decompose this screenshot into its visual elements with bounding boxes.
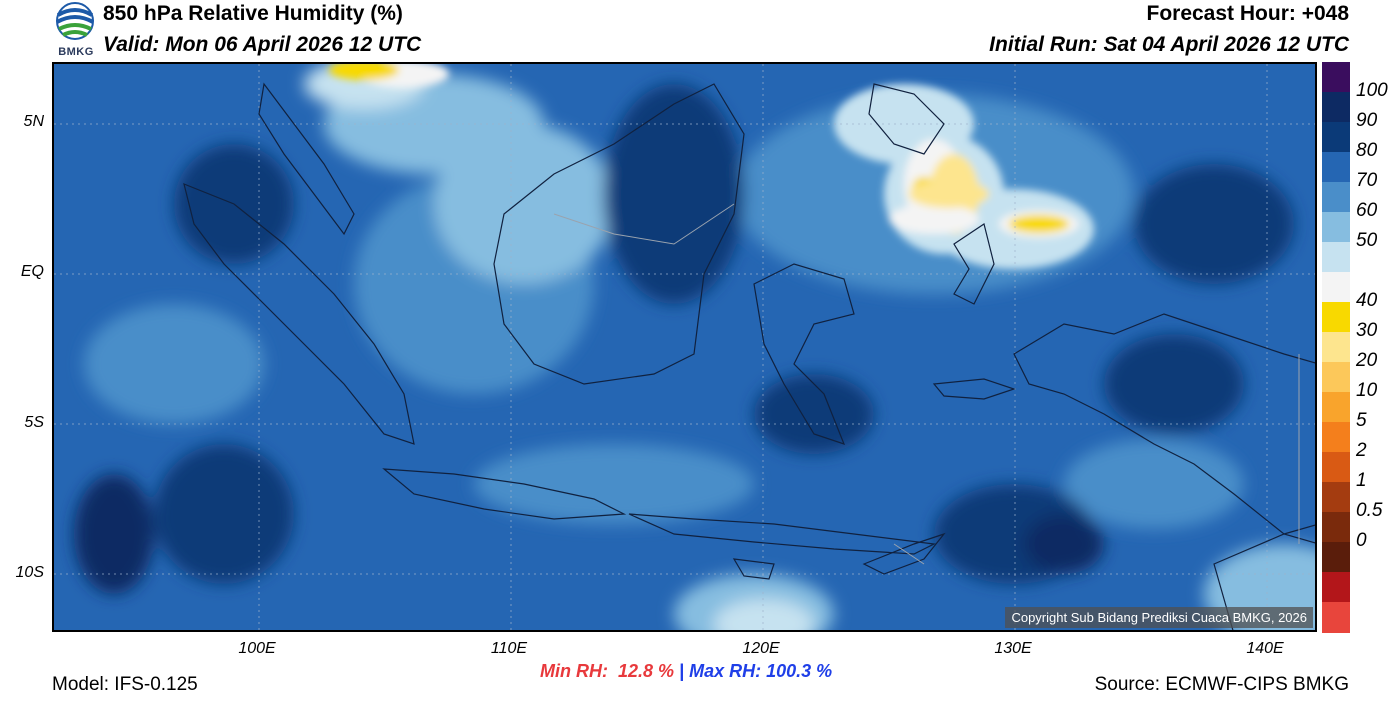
bmkg-logo: [52, 1, 98, 59]
colorbar-label: 90: [1356, 110, 1378, 131]
lat-label-eq: EQ: [20, 263, 44, 280]
colorbar-segment: [1322, 182, 1350, 213]
colorbar-label: 1: [1356, 470, 1367, 491]
colorbar-label: 40: [1356, 290, 1378, 311]
colorbar-label: 100: [1356, 80, 1388, 101]
colorbar-label: 0.5: [1356, 500, 1383, 521]
colorbar-label: 60: [1356, 200, 1378, 221]
colorbar-segment: [1322, 542, 1350, 573]
coastlines: [183, 82, 1315, 630]
max-rh: Max RH: 100.3 %: [689, 661, 833, 681]
colorbar-segment: [1322, 602, 1350, 633]
colorbar-segment: [1322, 122, 1350, 153]
colorbar-segment: [1322, 152, 1350, 183]
colorbar-segment: [1322, 362, 1350, 393]
colorbar-segment: [1322, 452, 1350, 483]
colorbar-segment: [1322, 512, 1350, 543]
colorbar-segment: [1322, 272, 1350, 303]
lon-label-140e: 140E: [1246, 640, 1284, 657]
forecast-hour: Forecast Hour: +048: [1146, 2, 1350, 25]
colorbar-segment: [1322, 242, 1350, 273]
colorbar-label: 20: [1356, 350, 1378, 371]
copyright-notice: Copyright Sub Bidang Prediksi Cuaca BMKG…: [1005, 607, 1313, 628]
colorbar-label: 80: [1356, 140, 1378, 161]
lon-label-120e: 120E: [742, 640, 780, 657]
colorbar-label: 10: [1356, 380, 1378, 401]
chart-title: 850 hPa Relative Humidity (%): [103, 2, 403, 25]
dry-band: [329, 64, 1094, 269]
valid-time: Valid: Mon 06 April 2026 12 UTC: [103, 33, 422, 56]
colorbar: [1322, 62, 1350, 633]
lon-label-110e: 110E: [490, 640, 528, 657]
data-source: Source: ECMWF-CIPS BMKG: [1094, 674, 1349, 695]
colorbar-label: 0: [1356, 530, 1367, 551]
colorbar-segment: [1322, 572, 1350, 603]
lat-label-10s: 10S: [15, 564, 44, 581]
humidity-map: Copyright Sub Bidang Prediksi Cuaca BMKG…: [52, 62, 1317, 632]
min-rh: Min RH: 12.8 %: [540, 661, 675, 681]
colorbar-segment: [1322, 392, 1350, 423]
colorbar-segment: [1322, 92, 1350, 123]
colorbar-segment: [1322, 212, 1350, 243]
lat-label-5n: 5N: [23, 113, 44, 130]
lon-label-100e: 100E: [238, 640, 276, 657]
stats-separator: |: [674, 661, 690, 681]
colorbar-label: 5: [1356, 410, 1367, 431]
lon-label-130e: 130E: [994, 640, 1032, 657]
colorbar-segment: [1322, 302, 1350, 333]
colorbar-segment: [1322, 482, 1350, 513]
rh-stats: Min RH: 12.8 % | Max RH: 100.3 %: [540, 661, 832, 682]
lat-label-5s: 5S: [24, 414, 44, 431]
model-name: Model: IFS-0.125: [52, 674, 198, 695]
colorbar-label: 70: [1356, 170, 1378, 191]
initial-run: Initial Run: Sat 04 April 2026 12 UTC: [989, 33, 1349, 56]
colorbar-label: 50: [1356, 230, 1378, 251]
colorbar-segment: [1322, 332, 1350, 363]
colorbar-label: 30: [1356, 320, 1378, 341]
borders: [553, 203, 1300, 565]
colorbar-segment: [1322, 62, 1350, 93]
map-canvas: [54, 64, 1315, 630]
colorbar-label: 2: [1356, 440, 1367, 461]
logo-text: BMKG: [58, 46, 94, 58]
colorbar-segment: [1322, 422, 1350, 453]
